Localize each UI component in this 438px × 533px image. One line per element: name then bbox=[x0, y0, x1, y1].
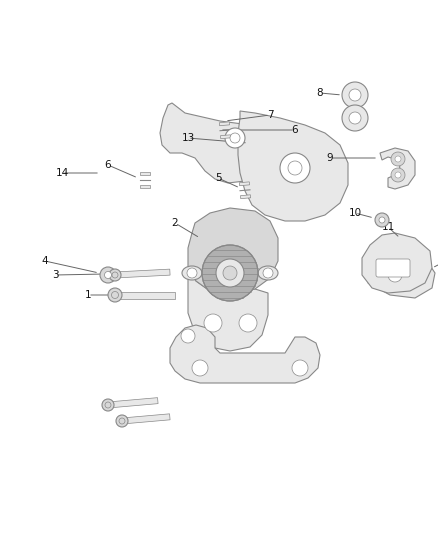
Polygon shape bbox=[368, 253, 435, 298]
Polygon shape bbox=[362, 233, 432, 293]
FancyBboxPatch shape bbox=[376, 259, 410, 277]
Polygon shape bbox=[140, 185, 150, 188]
Polygon shape bbox=[140, 172, 150, 175]
Circle shape bbox=[263, 268, 273, 278]
Polygon shape bbox=[188, 267, 268, 351]
Circle shape bbox=[187, 268, 197, 278]
Text: 6: 6 bbox=[105, 160, 111, 170]
Polygon shape bbox=[238, 111, 348, 221]
Circle shape bbox=[223, 266, 237, 280]
Text: 4: 4 bbox=[42, 256, 48, 266]
Circle shape bbox=[100, 267, 116, 283]
Circle shape bbox=[204, 314, 222, 332]
Text: 13: 13 bbox=[181, 133, 194, 143]
Polygon shape bbox=[219, 122, 230, 126]
Circle shape bbox=[388, 268, 402, 282]
Text: 14: 14 bbox=[55, 168, 69, 178]
Circle shape bbox=[230, 133, 240, 143]
Ellipse shape bbox=[258, 266, 278, 280]
Circle shape bbox=[288, 161, 302, 175]
Text: 8: 8 bbox=[317, 88, 323, 98]
Circle shape bbox=[391, 168, 405, 182]
Circle shape bbox=[379, 217, 385, 223]
Polygon shape bbox=[380, 148, 415, 189]
Polygon shape bbox=[115, 292, 175, 298]
Circle shape bbox=[116, 415, 128, 427]
Polygon shape bbox=[115, 269, 170, 278]
Circle shape bbox=[192, 360, 208, 376]
Text: 6: 6 bbox=[292, 125, 298, 135]
Polygon shape bbox=[160, 103, 275, 183]
Circle shape bbox=[202, 245, 258, 301]
Text: 11: 11 bbox=[381, 222, 395, 232]
Polygon shape bbox=[108, 398, 158, 408]
Circle shape bbox=[395, 156, 401, 162]
Circle shape bbox=[375, 213, 389, 227]
Polygon shape bbox=[188, 208, 278, 293]
Text: 7: 7 bbox=[267, 110, 273, 120]
Polygon shape bbox=[239, 182, 250, 185]
Circle shape bbox=[105, 271, 112, 279]
Text: 1: 1 bbox=[85, 290, 91, 300]
Circle shape bbox=[349, 112, 361, 124]
Circle shape bbox=[108, 288, 122, 302]
Text: 3: 3 bbox=[52, 270, 58, 280]
Polygon shape bbox=[122, 414, 170, 424]
Circle shape bbox=[239, 314, 257, 332]
Text: 10: 10 bbox=[349, 208, 361, 218]
Polygon shape bbox=[220, 135, 231, 139]
Circle shape bbox=[280, 153, 310, 183]
Text: 5: 5 bbox=[215, 173, 221, 183]
Text: 9: 9 bbox=[327, 153, 333, 163]
Circle shape bbox=[181, 329, 195, 343]
Circle shape bbox=[349, 89, 361, 101]
Circle shape bbox=[391, 152, 405, 166]
Circle shape bbox=[216, 259, 244, 287]
Circle shape bbox=[342, 105, 368, 131]
Circle shape bbox=[109, 269, 121, 281]
Text: 2: 2 bbox=[172, 218, 178, 228]
Circle shape bbox=[225, 128, 245, 148]
Ellipse shape bbox=[182, 266, 202, 280]
Circle shape bbox=[395, 172, 401, 178]
Circle shape bbox=[102, 399, 114, 411]
Polygon shape bbox=[240, 195, 251, 199]
Polygon shape bbox=[170, 325, 320, 383]
Circle shape bbox=[292, 360, 308, 376]
Circle shape bbox=[342, 82, 368, 108]
